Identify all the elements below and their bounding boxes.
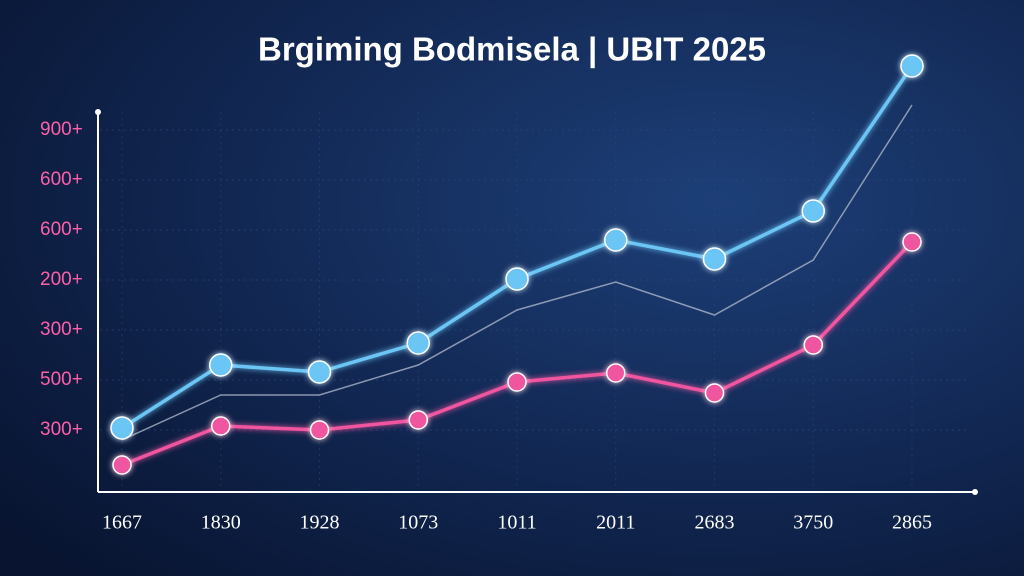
data-point <box>112 455 132 475</box>
data-point <box>702 247 727 271</box>
data-point <box>309 420 330 440</box>
y-tick-label: 600+ <box>40 219 83 240</box>
axis-end <box>95 109 101 115</box>
x-tick-label: 2865 <box>892 512 932 534</box>
data-point <box>211 416 231 436</box>
data-point <box>110 416 134 440</box>
data-point <box>307 360 332 384</box>
x-tick-label: 2683 <box>695 512 735 534</box>
data-point <box>507 372 527 392</box>
x-tick-label: 1928 <box>300 512 340 534</box>
grid <box>100 112 970 490</box>
data-point <box>900 54 924 78</box>
y-tick-label: 900+ <box>40 119 83 140</box>
plot-area <box>110 54 924 475</box>
series-line <box>121 104 913 441</box>
y-tick-label: 500+ <box>40 369 83 390</box>
y-tick-label: 600+ <box>40 169 83 190</box>
data-point <box>408 410 428 430</box>
data-point <box>209 353 233 377</box>
data-point <box>606 363 626 383</box>
data-point <box>902 232 922 252</box>
x-tick-label: 1073 <box>398 512 438 534</box>
x-tick-label: 1011 <box>497 512 536 534</box>
y-tick-label: 200+ <box>40 269 83 290</box>
axis-end <box>972 489 978 495</box>
data-point <box>803 335 823 355</box>
data-point <box>406 331 430 355</box>
y-tick-label: 300+ <box>40 419 83 440</box>
x-tick-label: 3750 <box>793 512 833 534</box>
data-point <box>801 199 825 223</box>
chart-title: Brgiming Bodmisela | UBIT 2025 <box>258 31 766 68</box>
data-point <box>604 228 628 252</box>
data-point <box>505 267 529 291</box>
data-point <box>704 383 725 403</box>
x-tick-label: 1667 <box>102 512 142 534</box>
x-tick-label: 1830 <box>201 512 241 534</box>
y-tick-label: 300+ <box>40 319 83 340</box>
x-tick-label: 2011 <box>596 512 635 534</box>
